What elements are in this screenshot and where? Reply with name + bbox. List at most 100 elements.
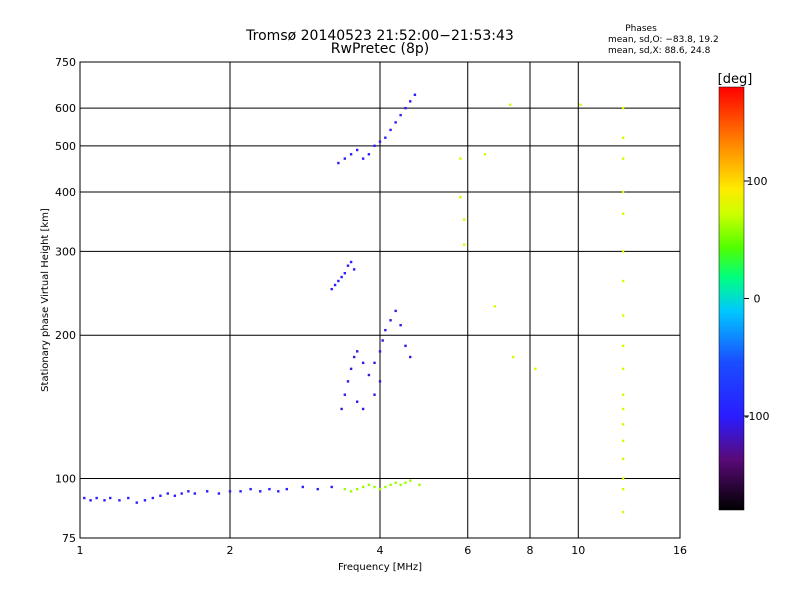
data-point <box>301 485 305 489</box>
data-point <box>83 496 86 500</box>
data-point <box>316 487 319 491</box>
data-point <box>277 490 280 493</box>
y-tick-label: 500 <box>55 140 76 153</box>
y-tick-label: 300 <box>55 245 76 258</box>
data-point <box>340 275 343 279</box>
data-point <box>361 361 365 365</box>
data-point <box>621 106 625 110</box>
data-point <box>378 350 382 353</box>
colorbar-label: [deg] <box>718 72 753 87</box>
data-point <box>399 483 402 487</box>
data-point <box>621 367 625 371</box>
data-point <box>579 103 582 106</box>
data-point <box>621 279 625 283</box>
data-point <box>394 121 397 124</box>
data-point <box>621 212 625 215</box>
data-point <box>404 481 407 484</box>
data-point <box>109 496 112 500</box>
data-point <box>349 367 353 371</box>
chart-subtitle: RwPretec (8p) <box>331 41 429 57</box>
data-point <box>151 496 155 500</box>
data-point <box>343 393 347 396</box>
data-point <box>259 490 262 493</box>
data-point <box>143 499 147 502</box>
data-point <box>127 496 130 500</box>
phases-o-line: mean, sd,O: −83.8, 19.2 <box>608 35 719 45</box>
data-point <box>418 483 421 487</box>
data-point <box>459 157 462 160</box>
data-point <box>621 477 625 480</box>
data-point <box>337 279 340 283</box>
data-point <box>355 148 359 152</box>
data-point <box>193 492 197 495</box>
y-tick-label: 400 <box>55 186 76 199</box>
data-point <box>483 153 487 156</box>
colorbar-tick-label: 0 <box>754 293 761 306</box>
data-point <box>285 487 288 491</box>
plot-frame <box>79 61 681 539</box>
data-point <box>180 492 183 495</box>
data-point <box>462 218 466 221</box>
x-tick-label: 16 <box>673 544 687 557</box>
data-point <box>389 128 392 132</box>
data-point <box>361 157 365 160</box>
data-point <box>409 355 412 359</box>
phases-x-line: mean, sd,X: 88.6, 24.8 <box>608 46 711 56</box>
data-point <box>159 494 162 497</box>
y-tick-label: 75 <box>62 532 76 545</box>
data-point <box>217 492 221 495</box>
data-point <box>166 492 169 495</box>
data-point <box>333 283 337 287</box>
data-point <box>367 153 371 156</box>
data-point <box>352 355 356 359</box>
data-points <box>83 93 625 514</box>
data-point <box>337 161 340 165</box>
data-point <box>173 494 177 497</box>
data-point <box>621 344 625 348</box>
data-point <box>367 483 371 487</box>
data-point <box>621 407 625 411</box>
data-point <box>239 490 242 493</box>
data-point <box>373 361 376 365</box>
data-point <box>355 400 359 403</box>
data-point <box>621 439 625 443</box>
x-tick-label: 2 <box>227 544 234 557</box>
data-point <box>389 319 392 322</box>
data-point <box>389 483 392 487</box>
grid <box>80 62 680 538</box>
data-point <box>330 485 333 489</box>
data-point <box>508 103 512 106</box>
data-point <box>409 100 412 103</box>
data-point <box>511 355 515 359</box>
data-point <box>621 487 625 491</box>
data-point <box>384 136 387 139</box>
data-point <box>621 457 625 461</box>
data-point <box>343 157 347 160</box>
data-point <box>249 487 252 491</box>
x-tick-label: 6 <box>464 544 471 557</box>
data-point <box>621 314 625 317</box>
data-point <box>621 510 625 514</box>
y-axis-label: Stationary phase Virtual Height [km] <box>40 208 51 392</box>
data-point <box>349 153 353 156</box>
data-point <box>621 157 625 160</box>
data-point <box>135 501 138 504</box>
data-point <box>352 268 356 271</box>
data-point <box>404 344 407 348</box>
x-tick-label: 10 <box>571 544 585 557</box>
data-point <box>394 309 397 313</box>
data-point <box>404 106 407 110</box>
data-point <box>399 323 402 327</box>
data-point <box>205 490 209 493</box>
data-point <box>378 380 382 383</box>
data-point <box>459 195 462 199</box>
data-point <box>346 264 350 267</box>
data-point <box>409 479 412 482</box>
data-point <box>621 423 625 426</box>
chart-title: Tromsø 20140523 21:52:00−21:53:43 <box>245 28 514 44</box>
data-point <box>349 490 353 493</box>
colorbar-ticks: 100 0 -100 <box>744 175 769 423</box>
data-point <box>187 490 190 493</box>
colorbar-tick-label: -100 <box>745 410 770 423</box>
data-point <box>346 380 350 383</box>
